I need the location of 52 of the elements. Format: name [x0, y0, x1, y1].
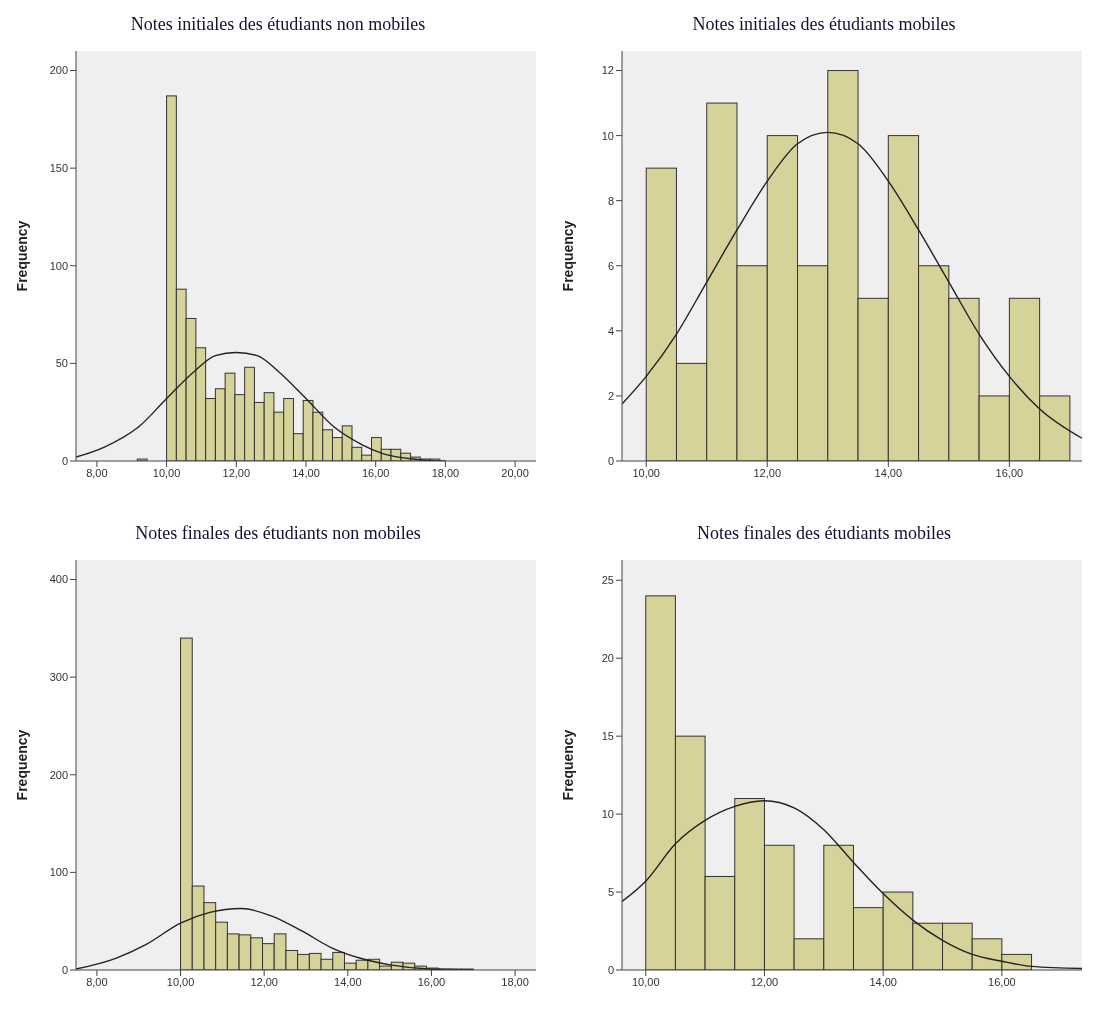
- x-tick-label: 10,00: [631, 975, 660, 988]
- x-tick-label: 14,00: [869, 975, 897, 988]
- x-tick-label: 12,00: [222, 466, 251, 479]
- y-axis-title: Frequency: [559, 729, 576, 801]
- x-tick-label: 16,00: [417, 975, 446, 988]
- y-tick-label: 100: [49, 259, 68, 272]
- y-tick-label: 5: [607, 885, 614, 898]
- x-tick-label: 16,00: [988, 975, 1016, 988]
- y-tick-label: 4: [607, 324, 614, 337]
- x-tick-label: 8,00: [86, 466, 108, 479]
- x-tick-label: 14,00: [292, 466, 320, 479]
- y-axis-title: Frequency: [13, 729, 30, 801]
- x-tick-label: 18,00: [501, 975, 529, 988]
- y-tick-label: 12: [601, 64, 614, 77]
- y-axis-title: Frequency: [559, 220, 576, 292]
- y-tick-label: 0: [61, 454, 68, 467]
- y-tick-label: 25: [601, 574, 614, 587]
- x-tick-label: 18,00: [431, 466, 460, 479]
- y-tick-label: 100: [49, 866, 68, 879]
- y-tick-label: 0: [607, 963, 614, 976]
- y-tick-label: 10: [601, 808, 614, 821]
- x-tick-label: 14,00: [334, 975, 362, 988]
- x-tick-label: 20,00: [501, 466, 529, 479]
- y-tick-label: 200: [49, 64, 68, 77]
- x-tick-label: 10,00: [152, 466, 181, 479]
- y-tick-label: 0: [607, 454, 614, 467]
- y-tick-label: 50: [55, 357, 68, 370]
- chart-title: Notes initiales des étudiants mobiles: [691, 14, 957, 35]
- x-tick-label: 12,00: [250, 975, 278, 988]
- x-tick-label: 16,00: [995, 466, 1024, 479]
- x-tick-label: 12,00: [753, 466, 782, 479]
- x-tick-label: 12,00: [750, 975, 779, 988]
- y-tick-label: 20: [601, 652, 614, 665]
- chart-title: Notes finales des étudiants mobiles: [696, 523, 952, 544]
- y-tick-label: 0: [61, 963, 68, 976]
- chart-title: Notes initiales des étudiants non mobiles: [129, 14, 427, 35]
- y-axis-title: Frequency: [13, 220, 30, 292]
- x-tick-label: 8,00: [86, 975, 108, 988]
- y-tick-label: 10: [601, 129, 614, 142]
- y-tick-label: 300: [49, 671, 68, 684]
- y-tick-label: 200: [49, 768, 68, 781]
- y-tick-label: 15: [601, 730, 614, 743]
- x-tick-label: 14,00: [874, 466, 903, 479]
- y-tick-label: 2: [607, 389, 614, 402]
- x-tick-label: 10,00: [632, 466, 660, 479]
- y-tick-label: 6: [607, 259, 614, 272]
- chart-title: Notes finales des étudiants non mobiles: [134, 523, 422, 544]
- x-tick-label: 10,00: [166, 975, 195, 988]
- y-tick-label: 150: [49, 162, 68, 175]
- y-tick-label: 8: [607, 194, 614, 207]
- y-tick-label: 400: [49, 573, 68, 586]
- x-tick-label: 16,00: [361, 466, 390, 479]
